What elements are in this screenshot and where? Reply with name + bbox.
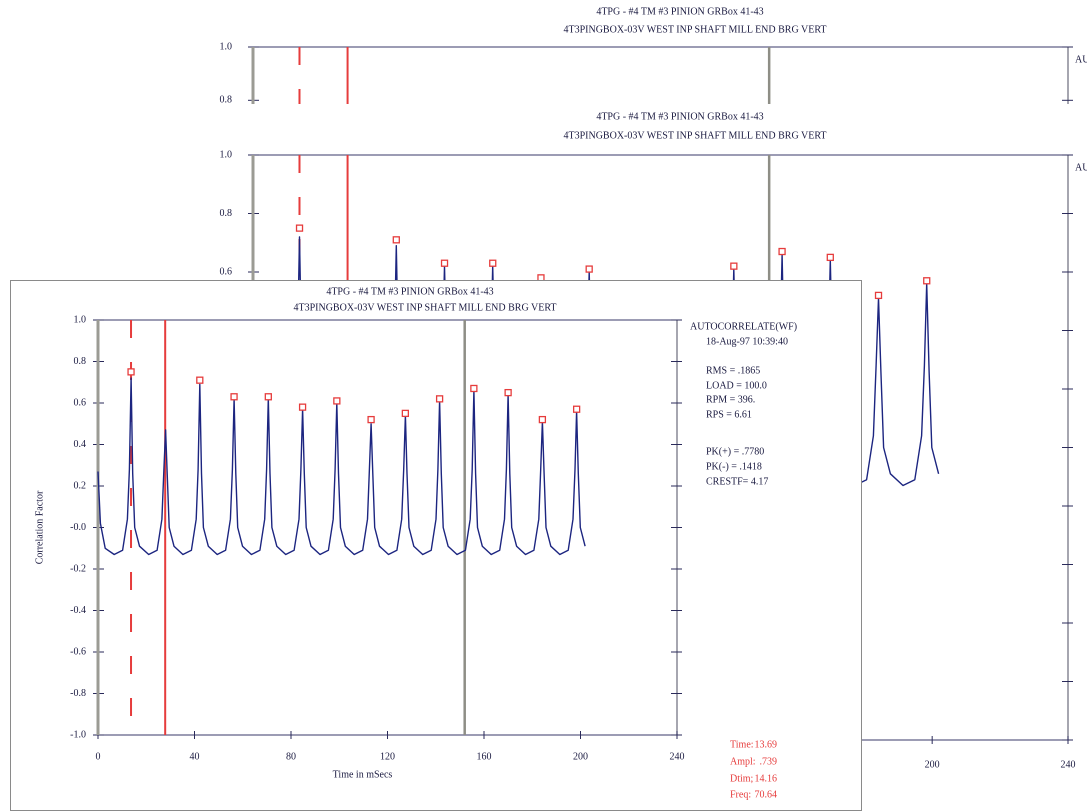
readout-value: 14.16 [755, 773, 778, 784]
peak-marker [572, 405, 581, 413]
y-tick-label: -0.6 [70, 646, 86, 657]
y-tick-label: -0.2 [70, 563, 86, 574]
annotation: LOAD = 100.0 [706, 380, 767, 391]
peak-marker [778, 247, 786, 256]
peak-marker [504, 388, 512, 397]
chart-subtitle: 4T3PINGBOX-03V WEST INP SHAFT MILL END B… [293, 302, 556, 313]
readout-value: 13.69 [755, 739, 778, 750]
x-tick-label: 160 [477, 751, 492, 762]
y-tick-label: 1.0 [220, 41, 233, 52]
y-axis-label: Correlation Factor [34, 490, 45, 564]
y-tick-label: 0.8 [220, 95, 233, 104]
peak-marker [367, 415, 375, 424]
x-tick-label: 120 [380, 751, 395, 762]
x-tick-label: 200 [925, 759, 940, 770]
y-tick-label: 1.0 [220, 149, 233, 160]
readout-value: 70.64 [755, 789, 778, 800]
x-tick-label: 240 [670, 751, 685, 762]
y-tick-label: -0.4 [70, 605, 86, 616]
peak-marker [538, 415, 547, 424]
y-tick-label: 0.6 [220, 266, 233, 277]
y-tick-label: 0.4 [74, 439, 87, 450]
readout-label: Freq: [730, 789, 751, 800]
chart: 4TPG - #4 TM #3 PINION GRBox 41-43 4T3PIN… [220, 6, 1087, 104]
peak-marker [470, 384, 478, 393]
annotation: RPM = 396. [706, 394, 755, 405]
chart-title: 4TPG - #4 TM #3 PINION GRBox 41-43 [326, 286, 493, 297]
annotation: AUTOCORRELATE(WF) [1075, 162, 1087, 173]
chart: 4TPG - #4 TM #3 PINION GRBox 41-43 4T3PIN… [34, 286, 797, 800]
y-tick-label: 1.0 [74, 314, 87, 325]
annotation: CRESTF= 4.17 [706, 476, 768, 487]
x-tick-label: 40 [190, 751, 200, 762]
peak-marker [440, 259, 449, 267]
plot-window-back: 4TPG - #4 TM #3 PINION GRBox 41-43 4T3PIN… [180, 0, 1087, 104]
readout-label: Dtim; [730, 773, 754, 784]
peak-marker [585, 265, 593, 273]
peak-marker [196, 376, 204, 384]
annotation: PK(-) = .1418 [706, 461, 762, 472]
readout-label: Time: [730, 739, 754, 750]
chart-subtitle: 4T3PINGBOX-03V WEST INP SHAFT MILL END B… [563, 24, 826, 35]
annotation: PK(+) = .7780 [706, 446, 764, 457]
x-tick-label: 80 [286, 751, 296, 762]
y-tick-label: 0.6 [74, 397, 87, 408]
readout-value: .739 [760, 756, 778, 767]
chart-title: 4TPG - #4 TM #3 PINION GRBox 41-43 [596, 6, 763, 17]
annotation: AUTOCORRELATE(WF) [1075, 54, 1087, 65]
y-tick-label: 0.2 [74, 480, 87, 491]
peak-marker [435, 395, 444, 403]
peak-marker [230, 393, 238, 401]
peak-marker [392, 236, 400, 244]
peak-marker [298, 403, 307, 411]
peak-marker [333, 397, 341, 405]
x-axis-label: Time in mSecs [333, 769, 393, 780]
plot-window-front: 4TPG - #4 TM #3 PINION GRBox 41-43 4T3PIN… [10, 280, 862, 811]
readout-label: Ampl: [730, 756, 756, 767]
peak-marker [295, 224, 304, 232]
peak-marker [730, 262, 738, 270]
y-tick-label: 0.8 [74, 356, 87, 367]
x-tick-label: 240 [1061, 759, 1076, 770]
y-tick-label: -0.8 [70, 688, 86, 699]
peak-marker [874, 291, 883, 300]
chart-title: 4TPG - #4 TM #3 PINION GRBox 41-43 [596, 111, 763, 122]
peak-marker [923, 277, 931, 285]
x-tick-label: 200 [573, 751, 588, 762]
peak-marker [401, 409, 410, 418]
annotation: RPS = 6.61 [706, 409, 752, 420]
x-tick-label: 0 [96, 751, 101, 762]
trace-line [97, 377, 586, 556]
y-tick-label: -1.0 [70, 729, 86, 740]
chart-subtitle: 4T3PINGBOX-03V WEST INP SHAFT MILL END B… [563, 130, 826, 141]
peak-marker [264, 393, 272, 401]
y-tick-label: 0.8 [220, 208, 233, 219]
peak-marker [127, 368, 135, 376]
annotation: 18-Aug-97 10:39:40 [706, 336, 788, 347]
peak-marker [826, 253, 834, 262]
peak-marker [489, 259, 497, 267]
y-tick-label: -0.0 [70, 522, 86, 533]
annotation: AUTOCORRELATE(WF) [690, 321, 797, 332]
annotation: RMS = .1865 [706, 365, 760, 376]
